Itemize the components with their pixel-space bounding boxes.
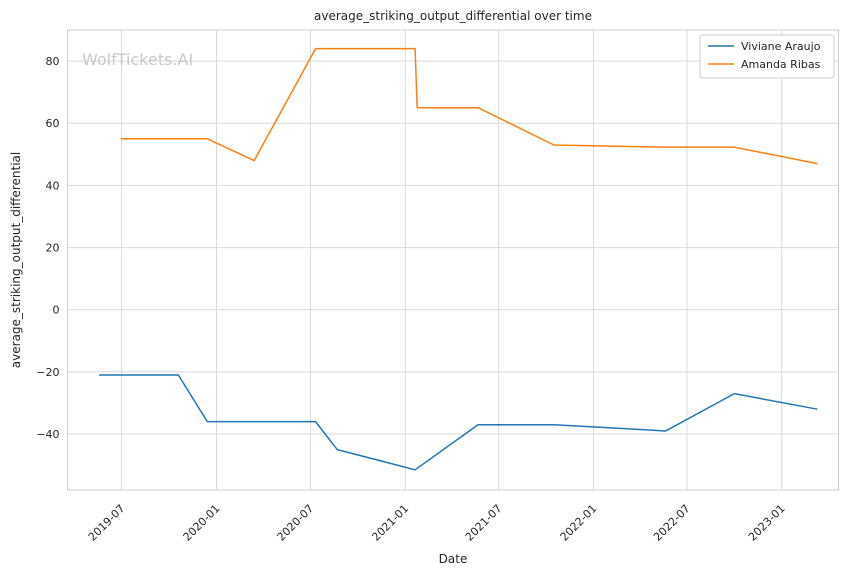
series-line-viviane-araujo xyxy=(98,374,818,471)
y-axis-label: average_striking_output_differential xyxy=(9,152,23,368)
x-tick-label: 2022-07 xyxy=(651,502,693,544)
watermark: WolfTickets.AI xyxy=(82,50,193,69)
y-tick-label: −20 xyxy=(36,366,59,379)
legend-label: Amanda Ribas xyxy=(741,58,821,71)
grid xyxy=(67,30,839,490)
x-tick-label: 2020-01 xyxy=(181,502,223,544)
series-layer xyxy=(98,47,818,471)
y-tick-label: 0 xyxy=(53,304,60,317)
x-tick-label: 2021-07 xyxy=(463,502,505,544)
x-tick-label: 2019-07 xyxy=(86,502,128,544)
x-tick-label: 2022-01 xyxy=(558,502,600,544)
legend-label: Viviane Araujo xyxy=(741,40,821,53)
y-tick-label: 60 xyxy=(46,117,60,130)
x-tick-label: 2020-07 xyxy=(275,502,317,544)
y-tick-label: −40 xyxy=(36,428,59,441)
y-tick-labels: −40 −20 0 20 40 60 80 xyxy=(36,55,59,441)
chart-title: average_striking_output_differential ove… xyxy=(314,9,592,23)
series-line-amanda-ribas xyxy=(120,47,818,165)
x-axis-label: Date xyxy=(439,552,468,566)
x-tick-label: 2023-01 xyxy=(746,502,788,544)
legend: Viviane Araujo Amanda Ribas xyxy=(699,34,835,79)
x-tick-label: 2021-01 xyxy=(369,502,411,544)
y-tick-label: 80 xyxy=(46,55,60,68)
y-tick-label: 20 xyxy=(46,242,60,255)
x-tick-labels: 2019-07 2020-01 2020-07 2021-01 2021-07 2022-… xyxy=(86,502,788,544)
plot-frame xyxy=(67,29,839,491)
y-tick-label: 40 xyxy=(46,179,60,192)
